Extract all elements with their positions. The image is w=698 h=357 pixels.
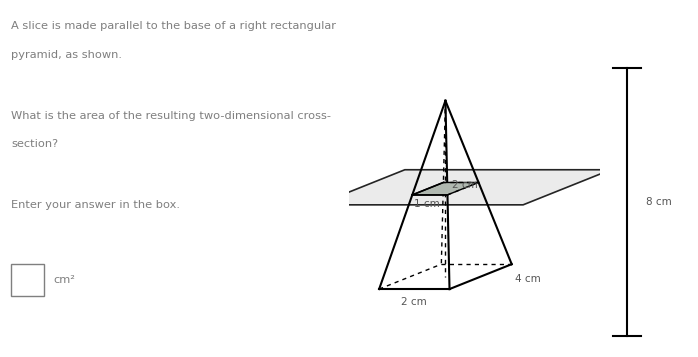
Text: A slice is made parallel to the base of a right rectangular: A slice is made parallel to the base of … xyxy=(11,21,336,31)
Polygon shape xyxy=(317,170,611,205)
Text: 2 cm: 2 cm xyxy=(452,180,477,190)
Text: 4 cm: 4 cm xyxy=(515,274,541,284)
Text: Enter your answer in the box.: Enter your answer in the box. xyxy=(11,200,180,210)
Text: 8 cm: 8 cm xyxy=(646,197,672,207)
Text: What is the area of the resulting two-dimensional cross-: What is the area of the resulting two-di… xyxy=(11,111,331,121)
Text: pyramid, as shown.: pyramid, as shown. xyxy=(11,50,122,60)
FancyBboxPatch shape xyxy=(11,264,45,296)
Text: section?: section? xyxy=(11,139,58,149)
Text: 2 cm: 2 cm xyxy=(401,297,427,307)
Text: 1 cm: 1 cm xyxy=(415,198,440,208)
Polygon shape xyxy=(413,182,479,195)
Text: cm²: cm² xyxy=(54,275,75,285)
